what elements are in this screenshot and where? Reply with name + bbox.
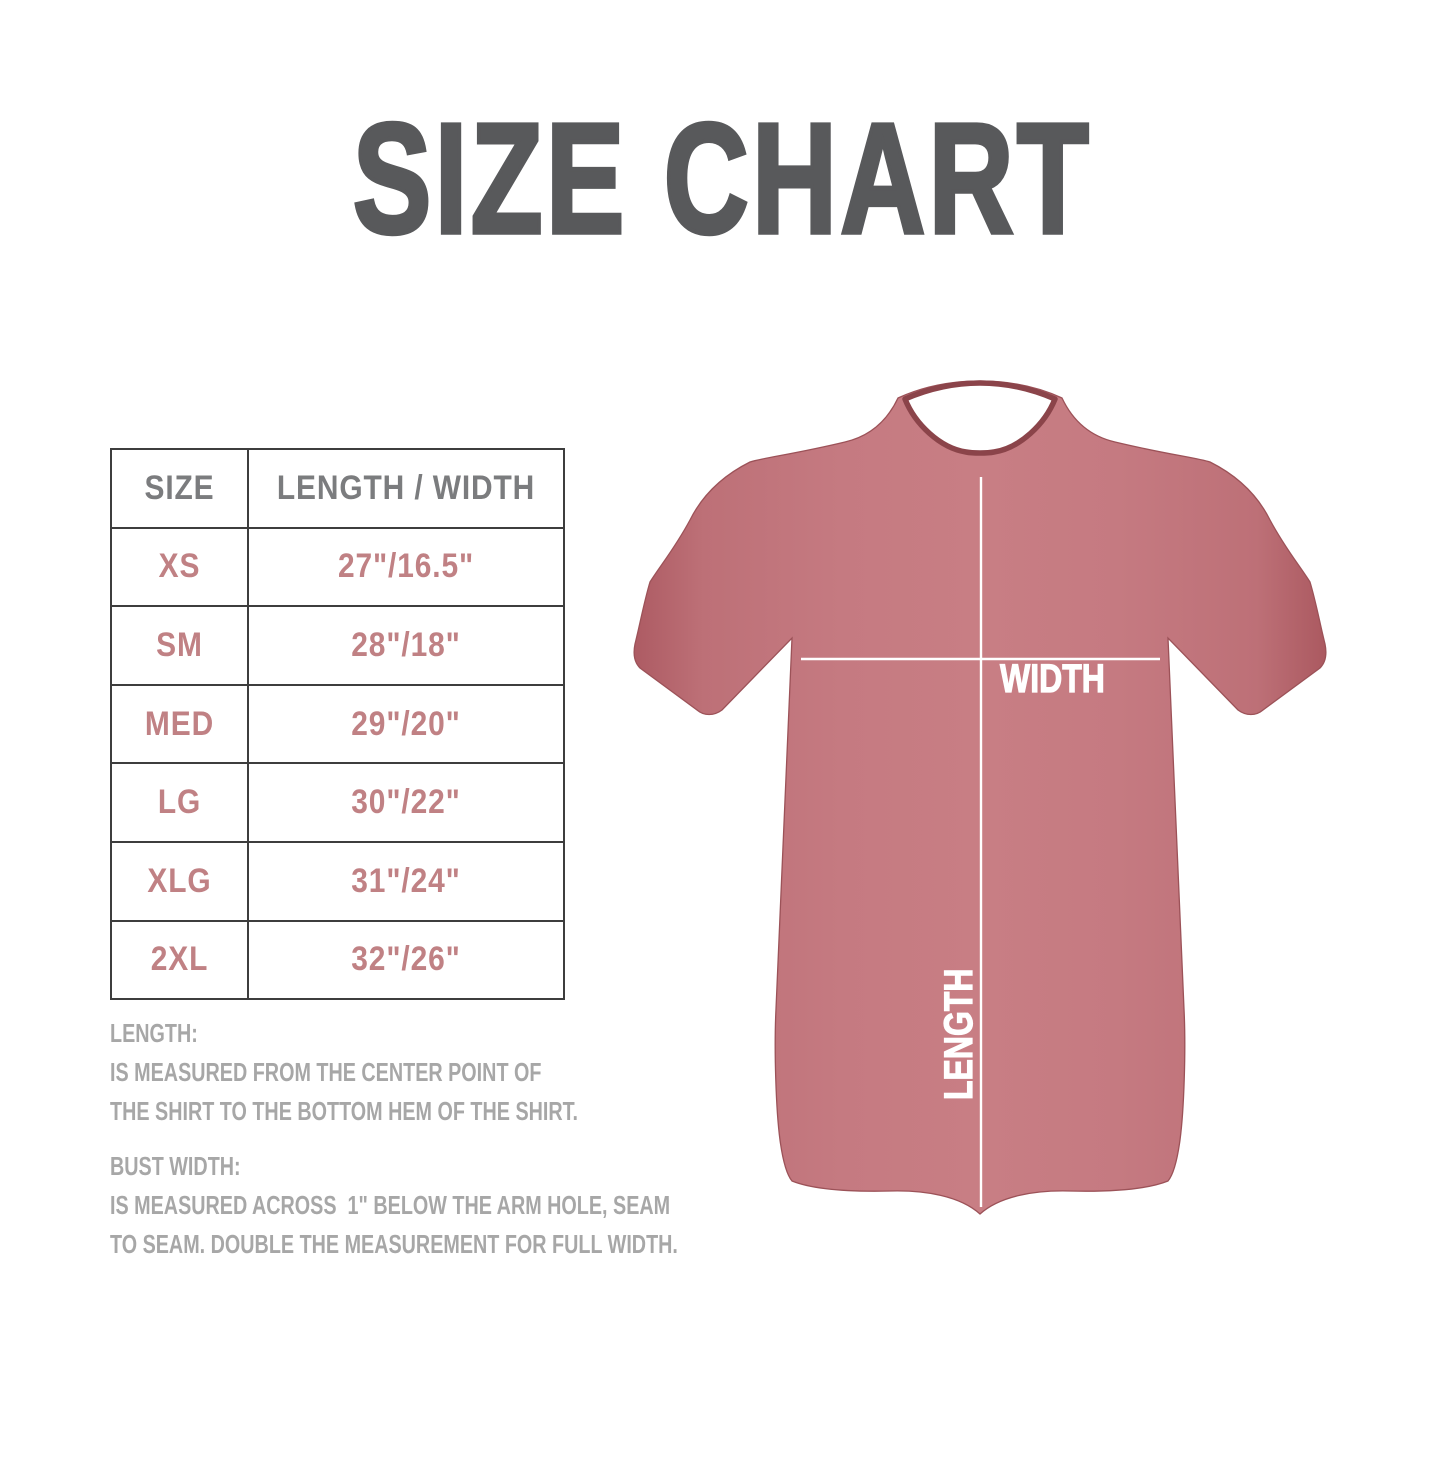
- svg-text:WIDTH: WIDTH: [1000, 656, 1105, 701]
- svg-text:LENGTH: LENGTH: [936, 968, 981, 1100]
